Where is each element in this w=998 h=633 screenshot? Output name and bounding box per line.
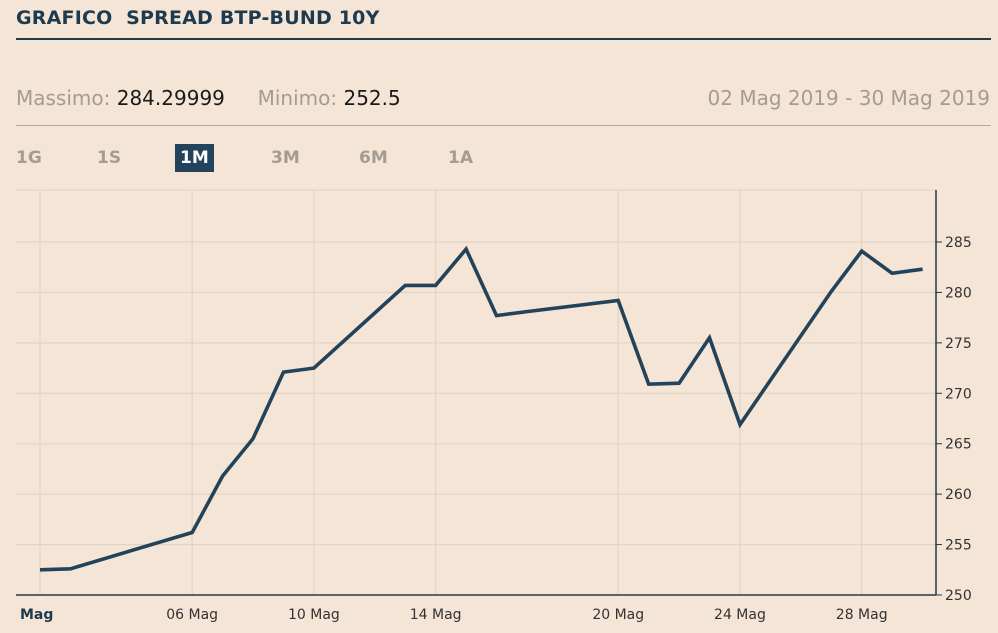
- series-line-0: [39, 245, 923, 572]
- y-tick-label: 270: [945, 386, 972, 402]
- date-range: 02 Mag 2019 - 30 Mag 2019: [707, 86, 990, 110]
- range-button-1a[interactable]: 1A: [448, 148, 473, 168]
- max-label: Massimo:: [16, 86, 111, 110]
- y-tick-label: 255: [945, 538, 972, 554]
- y-tick-label: 285: [945, 235, 972, 251]
- range-button-1s[interactable]: 1S: [97, 148, 122, 168]
- x-tick-label: 20 Mag: [592, 607, 644, 623]
- x-tick-label: 14 Mag: [410, 607, 462, 623]
- y-tick-label: 250: [945, 588, 972, 604]
- min-label: Minimo:: [257, 86, 338, 110]
- range-button-6m[interactable]: 6M: [359, 148, 388, 168]
- range-button-1g[interactable]: 1G: [16, 148, 42, 168]
- range-button-1m[interactable]: 1M: [175, 144, 214, 172]
- y-tick-label: 275: [945, 336, 972, 352]
- series: [39, 245, 923, 572]
- x-tick-label: 24 Mag: [714, 607, 766, 623]
- y-tick-label: 280: [945, 285, 972, 301]
- x-tick-label: 06 Mag: [166, 607, 218, 623]
- y-tick-label: 260: [945, 487, 972, 503]
- axes: 250 255 260 265 270 275 280 285 Mag 06 Mag 10 Mag 1…: [16, 190, 972, 623]
- max-value: 284.29999: [116, 86, 225, 110]
- chart-title: GRAFICO SPREAD BTP-BUND 10Y: [16, 7, 380, 29]
- min-value: 252.5: [343, 86, 401, 110]
- range-button-3m[interactable]: 3M: [271, 148, 300, 168]
- y-tick-label: 265: [945, 437, 972, 453]
- stats-divider: [16, 125, 991, 126]
- x-tick-label: 10 Mag: [288, 607, 340, 623]
- x-tick-label: 28 Mag: [836, 607, 888, 623]
- grid: [16, 189, 936, 595]
- title-divider: [16, 38, 991, 40]
- stats-summary: Massimo: 284.29999 Minimo: 252.5: [16, 86, 401, 110]
- x-tick-label: Mag: [20, 607, 53, 623]
